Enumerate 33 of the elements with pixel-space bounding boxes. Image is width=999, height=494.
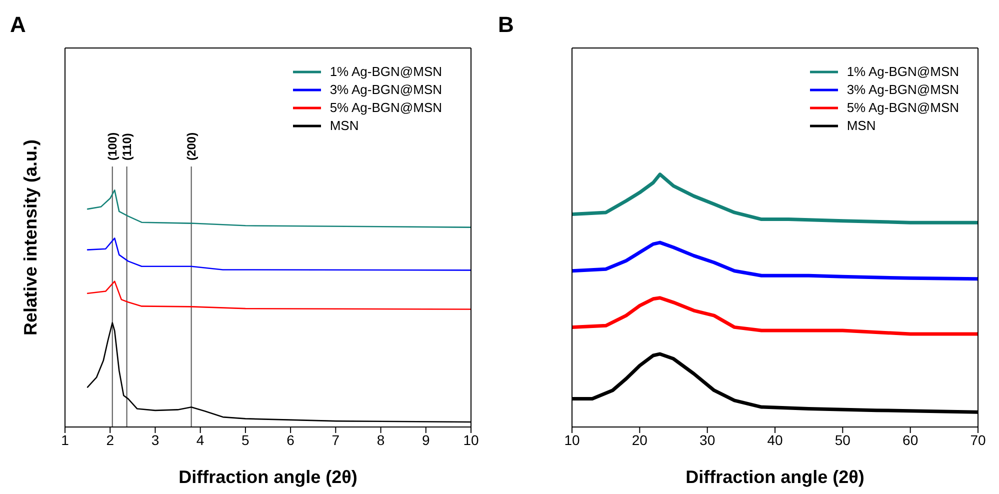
annotation: (200) xyxy=(184,132,198,160)
legend-label: MSN xyxy=(846,117,876,135)
annotation: (110) xyxy=(120,133,134,160)
legend-label: 1% Ag-BGN@MSN xyxy=(330,63,442,81)
x-tick-label: 20 xyxy=(632,432,648,448)
x-tick-label: 60 xyxy=(902,432,918,448)
x-axis-title: Diffraction angle (2θ) xyxy=(686,467,864,487)
legend-label: 5% Ag-BGN@MSN xyxy=(846,99,959,117)
x-tick-label: 9 xyxy=(422,432,430,448)
x-tick-label: 30 xyxy=(700,432,716,448)
x-axis-title: Diffraction angle (2θ) xyxy=(178,467,358,487)
x-tick-label: 50 xyxy=(834,432,851,448)
legend-label: 1% Ag-BGN@MSN xyxy=(846,63,959,81)
annotation: (100) xyxy=(105,132,120,160)
x-tick-label: 1 xyxy=(61,432,70,448)
x-tick-label: 6 xyxy=(286,432,295,448)
legend-label: 5% Ag-BGN@MSN xyxy=(330,99,442,117)
x-tick-label: 70 xyxy=(970,432,986,448)
x-tick-label: 3 xyxy=(151,432,160,448)
x-tick-label: 10 xyxy=(564,432,580,448)
x-tick-label: 40 xyxy=(767,432,783,448)
x-tick-label: 7 xyxy=(332,432,340,448)
x-tick-label: 8 xyxy=(376,432,385,448)
legend-label: 3% Ag-BGN@MSN xyxy=(846,81,959,99)
chart-title: B xyxy=(498,12,514,38)
y-axis-title: Relative intensity (a.u.) xyxy=(20,139,40,336)
chart-title: A xyxy=(10,12,26,38)
x-tick-label: 4 xyxy=(196,432,204,448)
x-tick-label: 2 xyxy=(106,432,114,448)
x-tick-label: 5 xyxy=(242,432,250,448)
legend-label: 3% Ag-BGN@MSN xyxy=(330,81,442,99)
x-tick-label: 10 xyxy=(463,432,479,448)
legend-label: MSN xyxy=(330,117,359,135)
